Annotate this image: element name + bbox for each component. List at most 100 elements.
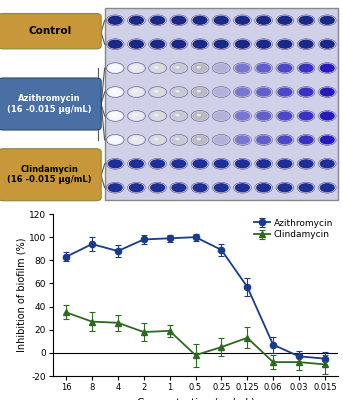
Circle shape xyxy=(129,64,144,73)
Circle shape xyxy=(150,64,165,73)
Circle shape xyxy=(277,40,293,49)
Circle shape xyxy=(112,66,116,69)
Circle shape xyxy=(256,135,271,144)
Circle shape xyxy=(235,40,250,49)
Circle shape xyxy=(175,66,180,69)
Circle shape xyxy=(320,159,335,168)
Legend: Azithromycin, Clindamycin: Azithromycin, Clindamycin xyxy=(254,218,333,239)
Circle shape xyxy=(150,111,165,120)
Circle shape xyxy=(235,183,250,192)
Circle shape xyxy=(171,135,186,144)
Circle shape xyxy=(129,88,144,97)
Circle shape xyxy=(277,183,293,192)
Circle shape xyxy=(256,88,271,97)
Circle shape xyxy=(298,64,314,73)
Text: Clindamycin
(16 -0.015 μg/mL): Clindamycin (16 -0.015 μg/mL) xyxy=(8,165,92,184)
Circle shape xyxy=(235,88,250,97)
Circle shape xyxy=(214,183,229,192)
Circle shape xyxy=(154,66,158,69)
Circle shape xyxy=(112,138,116,140)
Circle shape xyxy=(150,88,165,97)
Circle shape xyxy=(129,40,144,49)
Circle shape xyxy=(175,90,180,92)
Circle shape xyxy=(277,64,293,73)
Circle shape xyxy=(154,138,158,140)
Circle shape xyxy=(129,111,144,120)
Circle shape xyxy=(214,88,229,97)
Circle shape xyxy=(112,90,116,92)
Circle shape xyxy=(192,183,208,192)
Circle shape xyxy=(150,135,165,144)
Circle shape xyxy=(235,111,250,120)
Circle shape xyxy=(133,138,137,140)
Circle shape xyxy=(108,111,123,120)
Circle shape xyxy=(175,138,180,140)
Circle shape xyxy=(192,88,208,97)
Circle shape xyxy=(192,40,208,49)
Circle shape xyxy=(171,159,186,168)
Circle shape xyxy=(320,183,335,192)
Text: Control: Control xyxy=(28,26,71,36)
Circle shape xyxy=(256,64,271,73)
Circle shape xyxy=(256,159,271,168)
Circle shape xyxy=(192,111,208,120)
Circle shape xyxy=(108,88,123,97)
Circle shape xyxy=(197,138,201,140)
Circle shape xyxy=(192,16,208,25)
Circle shape xyxy=(171,111,186,120)
Circle shape xyxy=(133,66,137,69)
Circle shape xyxy=(150,183,165,192)
Circle shape xyxy=(197,114,201,116)
Circle shape xyxy=(171,64,186,73)
Circle shape xyxy=(235,135,250,144)
Circle shape xyxy=(197,66,201,69)
Circle shape xyxy=(108,135,123,144)
Circle shape xyxy=(214,135,229,144)
Circle shape xyxy=(320,40,335,49)
Circle shape xyxy=(171,183,186,192)
Circle shape xyxy=(277,135,293,144)
Circle shape xyxy=(298,111,314,120)
Circle shape xyxy=(129,135,144,144)
Circle shape xyxy=(235,16,250,25)
Circle shape xyxy=(192,135,208,144)
Circle shape xyxy=(214,111,229,120)
Circle shape xyxy=(298,183,314,192)
FancyBboxPatch shape xyxy=(105,8,338,200)
Circle shape xyxy=(256,111,271,120)
Circle shape xyxy=(298,88,314,97)
Circle shape xyxy=(298,40,314,49)
Circle shape xyxy=(108,16,123,25)
Circle shape xyxy=(277,159,293,168)
FancyBboxPatch shape xyxy=(0,149,101,201)
Circle shape xyxy=(298,135,314,144)
Circle shape xyxy=(129,16,144,25)
Circle shape xyxy=(129,159,144,168)
Circle shape xyxy=(129,183,144,192)
Circle shape xyxy=(214,40,229,49)
Circle shape xyxy=(235,159,250,168)
Circle shape xyxy=(277,16,293,25)
Circle shape xyxy=(320,64,335,73)
FancyBboxPatch shape xyxy=(0,78,101,130)
Circle shape xyxy=(112,114,116,116)
Circle shape xyxy=(150,40,165,49)
Circle shape xyxy=(197,90,201,92)
Circle shape xyxy=(214,16,229,25)
Circle shape xyxy=(175,114,180,116)
Circle shape xyxy=(108,183,123,192)
Circle shape xyxy=(108,159,123,168)
Circle shape xyxy=(256,16,271,25)
FancyBboxPatch shape xyxy=(0,14,101,49)
Circle shape xyxy=(133,114,137,116)
Circle shape xyxy=(214,64,229,73)
Circle shape xyxy=(298,159,314,168)
Circle shape xyxy=(320,16,335,25)
Text: Azithromycin
(16 -0.015 μg/mL): Azithromycin (16 -0.015 μg/mL) xyxy=(8,94,92,114)
Circle shape xyxy=(192,159,208,168)
Circle shape xyxy=(214,159,229,168)
Circle shape xyxy=(108,40,123,49)
Circle shape xyxy=(150,159,165,168)
Circle shape xyxy=(171,88,186,97)
Circle shape xyxy=(171,40,186,49)
